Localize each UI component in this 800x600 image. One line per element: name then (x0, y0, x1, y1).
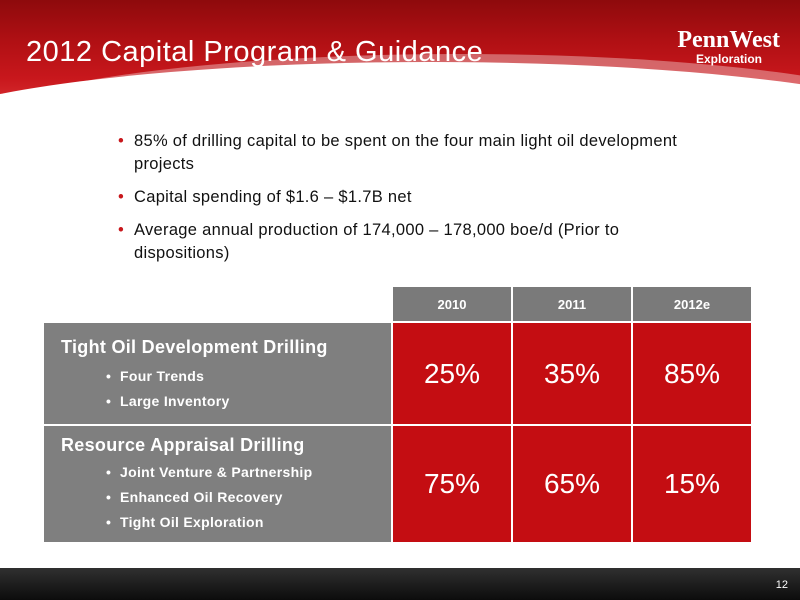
logo-line2: Exploration (695, 52, 762, 66)
value-cell: 25% (393, 323, 511, 424)
row-item: Tight Oil Exploration (106, 510, 391, 535)
row-item: Enhanced Oil Recovery (106, 485, 391, 510)
row-label-cell: Tight Oil Development Drilling Four Tren… (44, 323, 391, 424)
bullet-item: • Average annual production of 174,000 – … (118, 219, 718, 265)
logo-line1: PennWest (677, 27, 780, 53)
page-number: 12 (775, 579, 788, 591)
footer-bar: 12 (0, 568, 800, 600)
slide-title: 2012 Capital Program & Guidance (26, 36, 484, 68)
table-row: Tight Oil Development Drilling Four Tren… (44, 323, 751, 424)
capital-table: 2010 2011 2012e Tight Oil Development Dr… (42, 285, 753, 544)
bullet-dot-icon: • (118, 132, 125, 150)
bullet-item: • 85% of drilling capital to be spent on … (118, 130, 718, 176)
company-logo: PennWest Exploration (630, 28, 780, 66)
bullet-text: Capital spending of $1.6 – $1.7B net (134, 188, 412, 206)
row-title: Resource Appraisal Drilling (61, 435, 305, 455)
bullet-dot-icon: • (118, 221, 125, 239)
table-corner (44, 287, 391, 321)
table-row: Resource Appraisal Drilling Joint Ventur… (44, 426, 751, 542)
row-item-list: Joint Venture & Partnership Enhanced Oil… (44, 460, 391, 535)
value-cell: 75% (393, 426, 511, 542)
row-item-list: Four Trends Large Inventory (44, 364, 391, 414)
bullet-text: 85% of drilling capital to be spent on t… (134, 132, 678, 173)
bullet-dot-icon: • (118, 188, 125, 206)
column-header: 2012e (633, 287, 751, 321)
row-item: Joint Venture & Partnership (106, 460, 391, 485)
value-cell: 85% (633, 323, 751, 424)
value-cell: 35% (513, 323, 631, 424)
row-title: Tight Oil Development Drilling (61, 337, 328, 357)
header-banner (0, 0, 800, 120)
header-swoosh (0, 62, 800, 120)
column-header: 2011 (513, 287, 631, 321)
column-header: 2010 (393, 287, 511, 321)
table-header-row: 2010 2011 2012e (44, 287, 751, 321)
row-item: Four Trends (106, 364, 391, 389)
value-cell: 15% (633, 426, 751, 542)
bullet-item: • Capital spending of $1.6 – $1.7B net (118, 186, 718, 209)
row-item: Large Inventory (106, 389, 391, 414)
bullet-text: Average annual production of 174,000 – 1… (134, 221, 620, 262)
row-label-cell: Resource Appraisal Drilling Joint Ventur… (44, 426, 391, 542)
value-cell: 65% (513, 426, 631, 542)
bullet-list: • 85% of drilling capital to be spent on … (118, 130, 718, 275)
